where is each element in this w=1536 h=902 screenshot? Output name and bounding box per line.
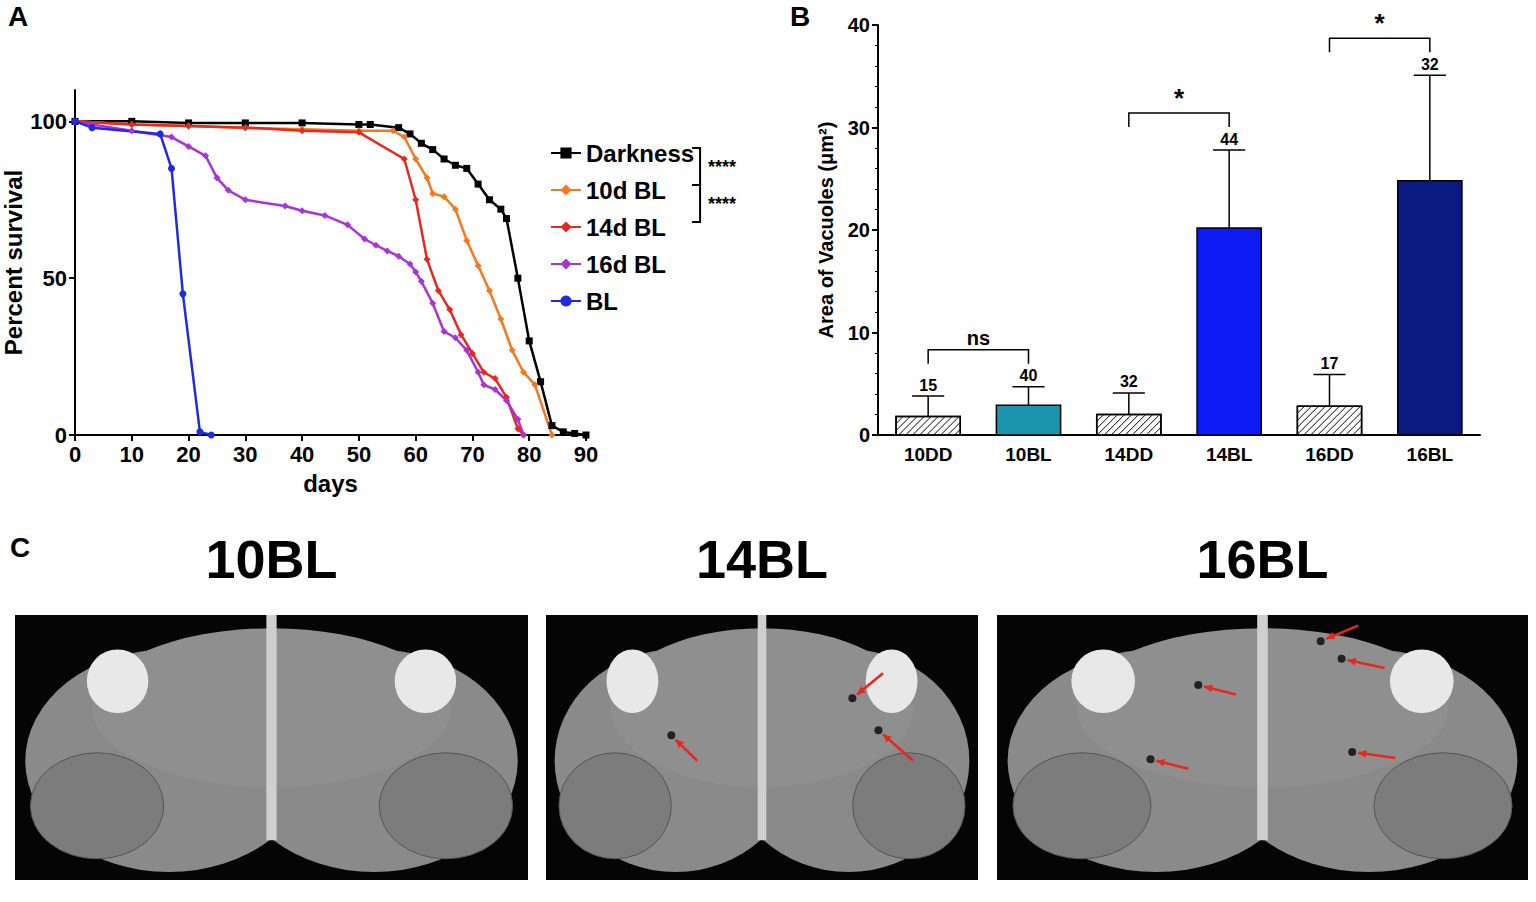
- svg-text:ns: ns: [967, 327, 990, 349]
- svg-text:40: 40: [848, 14, 870, 36]
- svg-text:50: 50: [347, 442, 371, 467]
- svg-text:14d BL: 14d BL: [586, 214, 666, 241]
- html-text:16BL: 16BL: [1196, 529, 1329, 589]
- svg-text:70: 70: [460, 442, 484, 467]
- html-text:14BL: 14BL: [696, 529, 828, 589]
- svg-text:B: B: [790, 1, 810, 32]
- svg-text:30: 30: [848, 117, 870, 139]
- svg-text:80: 80: [517, 442, 541, 467]
- svg-text:10: 10: [120, 442, 144, 467]
- svg-text:10BL: 10BL: [1005, 444, 1052, 465]
- svg-text:17: 17: [1321, 355, 1339, 372]
- svg-text:A: A: [8, 1, 28, 32]
- svg-text:20: 20: [848, 219, 870, 241]
- svg-text:90: 90: [574, 442, 598, 467]
- svg-text:10: 10: [848, 322, 870, 344]
- html-text:10BL: 10BL: [205, 529, 338, 589]
- svg-text:100: 100: [30, 109, 67, 134]
- svg-text:16d BL: 16d BL: [586, 251, 666, 278]
- svg-text:14BL: 14BL: [1206, 444, 1253, 465]
- svg-text:15: 15: [919, 377, 937, 394]
- svg-text:50: 50: [43, 266, 67, 291]
- svg-text:BL: BL: [586, 288, 618, 315]
- svg-text:****: ****: [708, 194, 736, 214]
- svg-text:****: ****: [708, 157, 736, 177]
- svg-text:*: *: [1375, 8, 1386, 38]
- svg-text:40: 40: [290, 442, 314, 467]
- svg-text:16BL: 16BL: [1407, 444, 1454, 465]
- svg-text:40: 40: [1020, 367, 1038, 384]
- html-text:C: C: [10, 532, 31, 563]
- svg-text:days: days: [303, 470, 358, 497]
- svg-text:0: 0: [69, 442, 81, 467]
- svg-text:30: 30: [233, 442, 257, 467]
- svg-text:Darkness: Darkness: [586, 140, 694, 167]
- svg-text:0: 0: [55, 423, 67, 448]
- svg-text:Percent survival: Percent survival: [0, 170, 27, 355]
- svg-text:32: 32: [1120, 373, 1138, 390]
- svg-text:10DD: 10DD: [904, 444, 953, 465]
- svg-text:60: 60: [403, 442, 427, 467]
- svg-text:16DD: 16DD: [1305, 444, 1354, 465]
- svg-text:*: *: [1174, 83, 1185, 113]
- svg-text:32: 32: [1421, 56, 1439, 73]
- svg-text:20: 20: [176, 442, 200, 467]
- svg-text:44: 44: [1220, 131, 1238, 148]
- svg-text:Area of Vacuoles (μm²): Area of Vacuoles (μm²): [815, 122, 837, 339]
- svg-text:0: 0: [859, 424, 870, 446]
- svg-text:14DD: 14DD: [1105, 444, 1154, 465]
- svg-text:10d BL: 10d BL: [586, 177, 666, 204]
